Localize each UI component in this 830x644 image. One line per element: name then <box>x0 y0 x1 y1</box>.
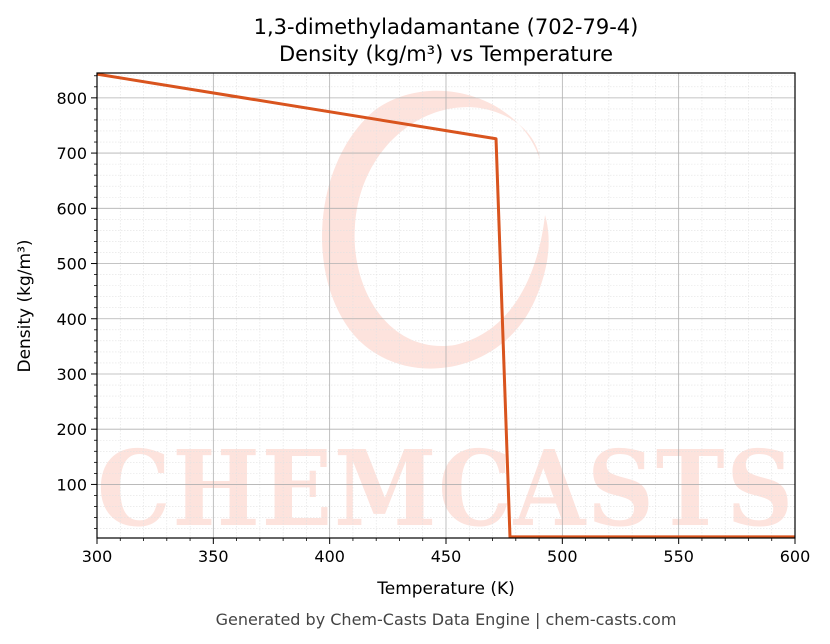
x-tick-label: 550 <box>663 547 694 566</box>
chart-title: 1,3-dimethyladamantane (702-79-4) <box>254 15 639 39</box>
x-tick-label: 400 <box>314 547 345 566</box>
y-tick-label: 500 <box>56 255 87 274</box>
y-tick-label: 100 <box>56 475 87 494</box>
footer-credit: Generated by Chem-Casts Data Engine | ch… <box>216 610 677 629</box>
ticks-layer: 300 350 400 450 500 550 600 100 200 300 400 500 600 7… <box>56 75 811 566</box>
y-tick-label: 700 <box>56 144 87 163</box>
y-tick-label: 800 <box>56 89 87 108</box>
major-grid <box>97 73 795 538</box>
chart-subtitle: Density (kg/m³) vs Temperature <box>279 42 613 66</box>
x-tick-label: 300 <box>82 547 113 566</box>
series-line-0 <box>96 72 795 539</box>
y-tick-label: 400 <box>56 310 87 329</box>
x-tick-label: 500 <box>547 547 578 566</box>
x-tick-label: 450 <box>431 547 462 566</box>
y-tick-label: 300 <box>56 365 87 384</box>
y-tick-label: 600 <box>56 199 87 218</box>
x-axis-label: Temperature (K) <box>376 579 515 599</box>
y-tick-label: 200 <box>56 420 87 439</box>
x-tick-label: 600 <box>780 547 811 566</box>
y-axis-label: Density (kg/m³) <box>15 239 35 372</box>
x-tick-label: 350 <box>198 547 229 566</box>
